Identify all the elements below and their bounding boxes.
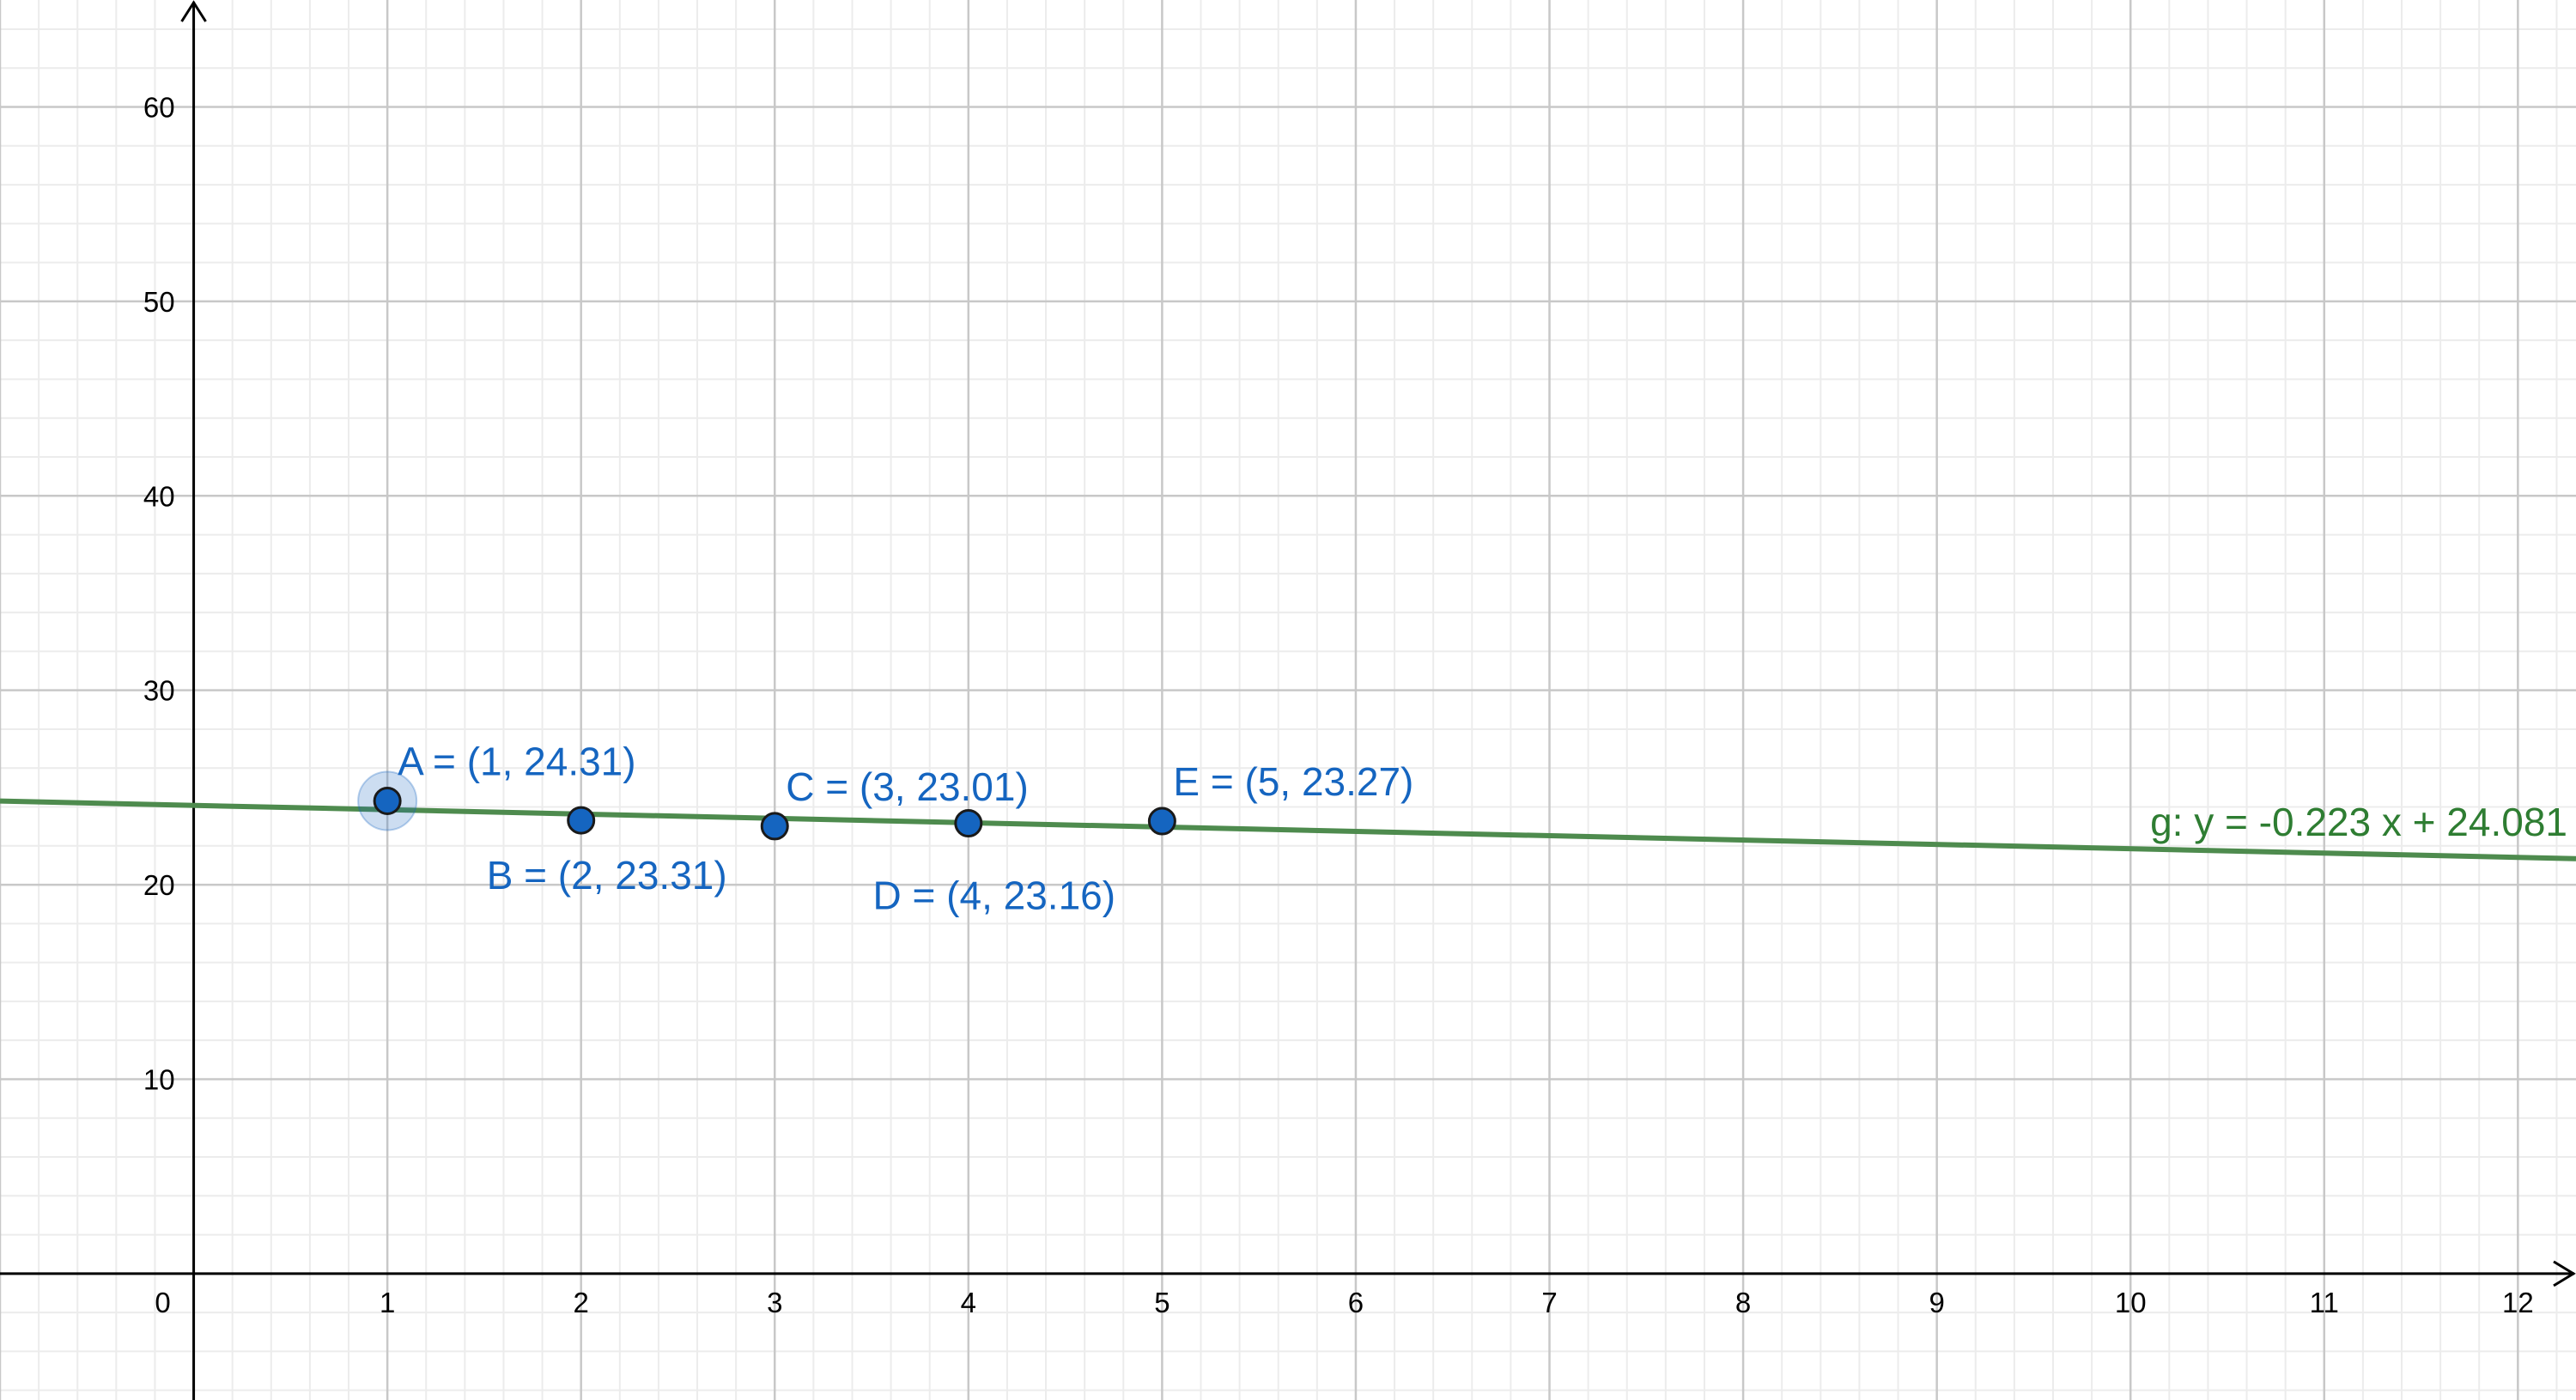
point-C-label: C = (3, 23.01) <box>786 764 1029 809</box>
x-tick-label: 8 <box>1735 1287 1751 1318</box>
y-tick-label: 30 <box>143 675 175 707</box>
x-tick-label: 7 <box>1541 1287 1557 1318</box>
y-tick-label: 50 <box>143 286 175 318</box>
point-A[interactable] <box>373 786 402 815</box>
point-C[interactable] <box>760 812 789 841</box>
x-tick-label: 10 <box>2115 1287 2147 1318</box>
point-A-label: A = (1, 24.31) <box>398 739 635 783</box>
point-D-label: D = (4, 23.16) <box>873 873 1116 918</box>
point-E[interactable] <box>1147 807 1176 836</box>
regression-line-g[interactable]: g: y = -0.223 x + 24.081 <box>0 798 2576 861</box>
x-tick-label: 12 <box>2502 1287 2534 1318</box>
y-tick-label: 10 <box>143 1063 175 1095</box>
x-tick-label: 11 <box>2310 1287 2339 1318</box>
y-axis-arrow <box>180 0 207 22</box>
x-tick-label: 3 <box>767 1287 782 1318</box>
point-B-label: B = (2, 23.31) <box>487 853 727 898</box>
point-D[interactable] <box>954 809 983 838</box>
point-B[interactable] <box>567 806 596 835</box>
x-tick-label: 5 <box>1154 1287 1170 1318</box>
x-tick-label: 6 <box>1348 1287 1364 1318</box>
x-tick-label: 0 <box>155 1287 170 1318</box>
point-E-label: E = (5, 23.27) <box>1173 759 1413 804</box>
y-tick-label: 20 <box>143 869 175 901</box>
y-tick-label: 40 <box>143 480 175 512</box>
x-tick-label: 4 <box>961 1287 976 1318</box>
x-tick-label: 1 <box>380 1287 395 1318</box>
x-tick-label: 9 <box>1929 1287 1944 1318</box>
x-axis-arrow <box>2553 1260 2576 1287</box>
data-points[interactable]: A = (1, 24.31) B = (2, 23.31) C = (3, 23.0… <box>357 739 1413 918</box>
x-tick-label: 2 <box>574 1287 589 1318</box>
y-tick-label: 60 <box>143 92 175 124</box>
regression-line-path[interactable] <box>0 798 2576 861</box>
regression-line-label: g: y = -0.223 x + 24.081 <box>2150 800 2567 844</box>
